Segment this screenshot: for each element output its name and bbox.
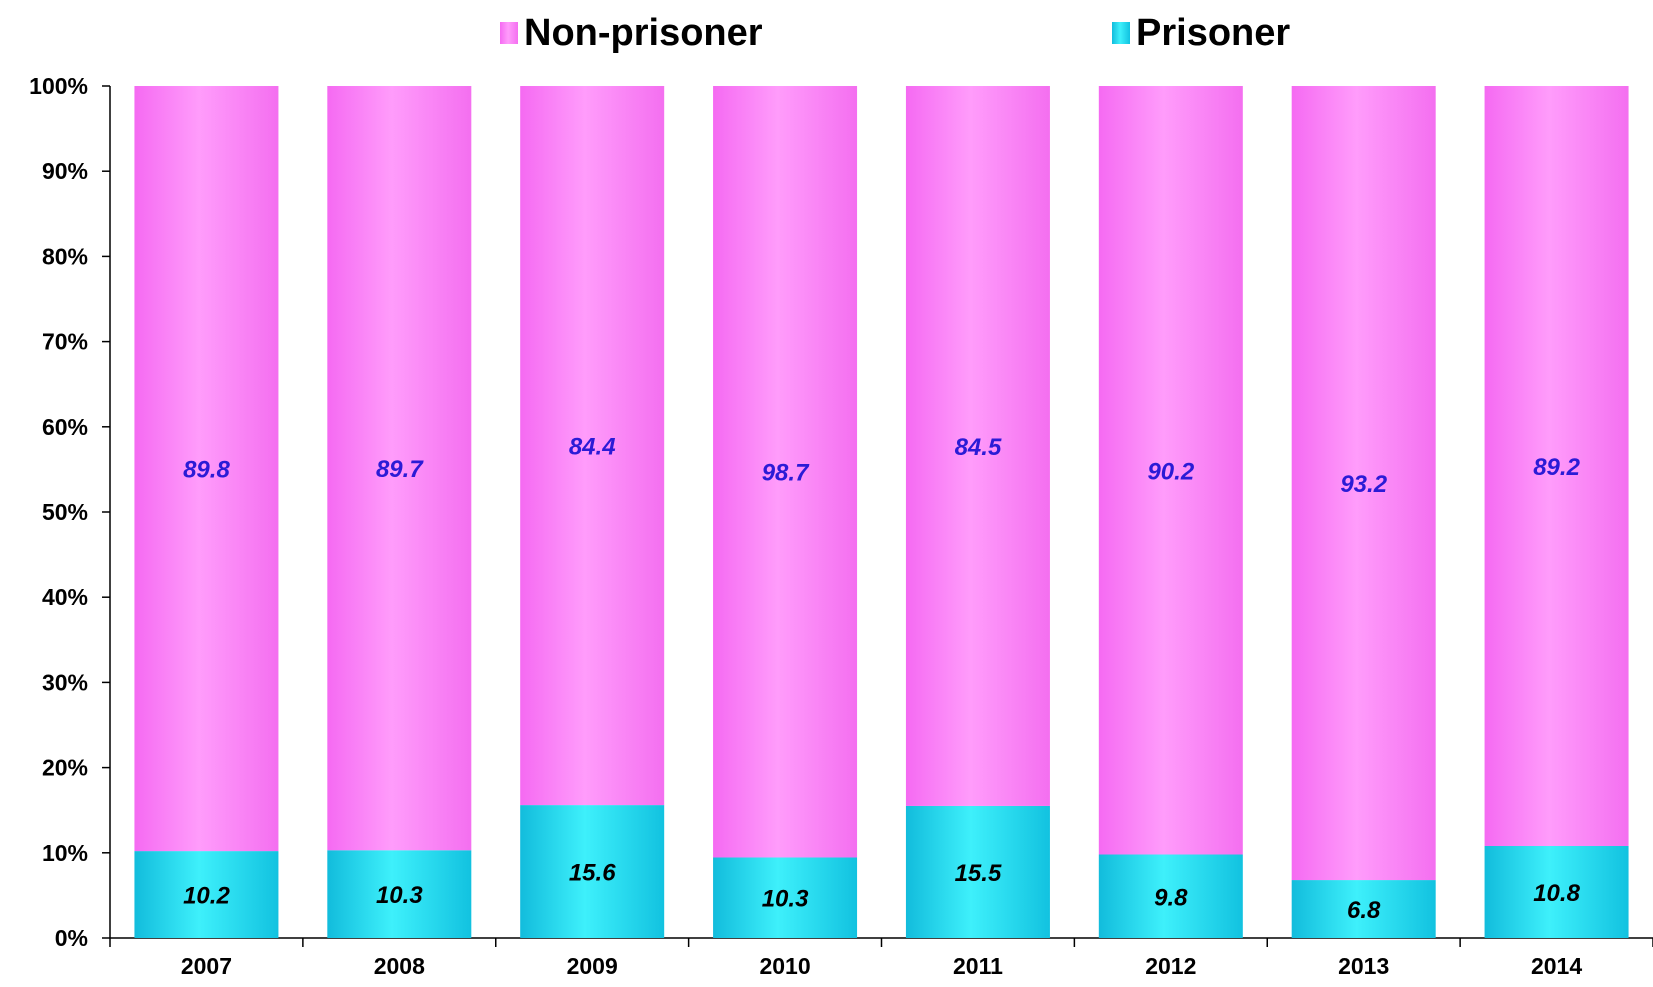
data-labels: 10.2 89.8 10.3 89.7 15.6 84.4 10.3 98.7 15.5 84.5… (183, 434, 1580, 924)
bar-prisoner-2010 (713, 857, 858, 938)
bar-non-prisoner-2007 (134, 86, 279, 852)
data-label-non-prisoner-2012: 90.2 (1147, 458, 1194, 485)
bar-non-prisoner-2011 (905, 86, 1050, 806)
bar-prisoner-2007 (134, 851, 279, 938)
bar-non-prisoner-2008 (327, 86, 472, 851)
data-label-prisoner-2009: 15.6 (569, 860, 616, 887)
data-label-prisoner-2008: 10.3 (376, 882, 423, 909)
bar-non-prisoner-2012 (1098, 86, 1243, 855)
data-label-prisoner-2010: 10.3 (762, 886, 809, 913)
data-label-prisoner-2011: 15.5 (955, 860, 1002, 887)
bar-non-prisoner-2009 (520, 86, 665, 806)
bar-non-prisoner-2014 (1484, 86, 1629, 846)
y-tick-label: 80% (42, 243, 88, 269)
x-tick-label: 2012 (1145, 953, 1196, 979)
bar-prisoner-2009 (520, 805, 665, 938)
x-tick-label: 2011 (953, 953, 1003, 979)
data-label-non-prisoner-2014: 89.2 (1533, 454, 1580, 481)
x-tick-label: 2007 (181, 953, 232, 979)
legend-swatch-non-prisoner (500, 22, 518, 44)
y-tick-label: 90% (42, 158, 88, 184)
y-tick-label: 70% (42, 329, 88, 355)
y-tick-label: 50% (42, 499, 88, 525)
data-label-non-prisoner-2009: 84.4 (569, 434, 616, 461)
data-label-non-prisoner-2007: 89.8 (183, 457, 230, 484)
y-axis: 0% 10% 20% 30% 40% 50% 60% 70% 80% 90% 100% (29, 73, 111, 951)
data-label-non-prisoner-2013: 93.2 (1340, 471, 1387, 498)
bar-prisoner-2008 (327, 850, 472, 938)
x-tick-label: 2014 (1531, 953, 1582, 979)
y-tick-label: 60% (42, 414, 88, 440)
data-label-prisoner-2013: 6.8 (1347, 897, 1381, 924)
data-label-prisoner-2014: 10.8 (1533, 880, 1580, 907)
bar-prisoner-2011 (905, 805, 1050, 938)
legend-swatch-prisoner (1112, 22, 1130, 44)
x-tick-label: 2008 (374, 953, 425, 979)
y-tick-label: 100% (29, 73, 88, 99)
legend-label-non-prisoner: Non-prisoner (524, 12, 763, 54)
x-axis: 2007 2008 2009 2010 2011 2012 2013 2014 (109, 937, 1653, 979)
y-tick-label: 20% (42, 755, 88, 781)
data-label-prisoner-2012: 9.8 (1154, 884, 1188, 911)
data-label-non-prisoner-2008: 89.7 (376, 456, 424, 483)
x-tick-label: 2009 (567, 953, 618, 979)
y-tick-label: 30% (42, 669, 88, 695)
y-tick-label: 40% (42, 584, 88, 610)
bar-prisoner-2013 (1291, 880, 1436, 938)
y-tick-label: 0% (55, 925, 88, 951)
data-label-non-prisoner-2011: 84.5 (955, 434, 1002, 461)
x-tick-label: 2013 (1338, 953, 1389, 979)
bar-non-prisoner-2010 (713, 86, 858, 858)
data-label-non-prisoner-2010: 98.7 (762, 460, 810, 487)
x-tick-label: 2010 (759, 953, 810, 979)
bars (134, 86, 1629, 938)
data-label-prisoner-2007: 10.2 (183, 883, 230, 910)
bar-prisoner-2012 (1098, 854, 1243, 938)
y-tick-label: 10% (42, 840, 88, 866)
legend: Non-prisoner Prisoner (500, 12, 1290, 54)
legend-label-prisoner: Prisoner (1136, 12, 1290, 54)
bar-prisoner-2014 (1484, 845, 1629, 938)
bar-non-prisoner-2013 (1291, 86, 1436, 881)
